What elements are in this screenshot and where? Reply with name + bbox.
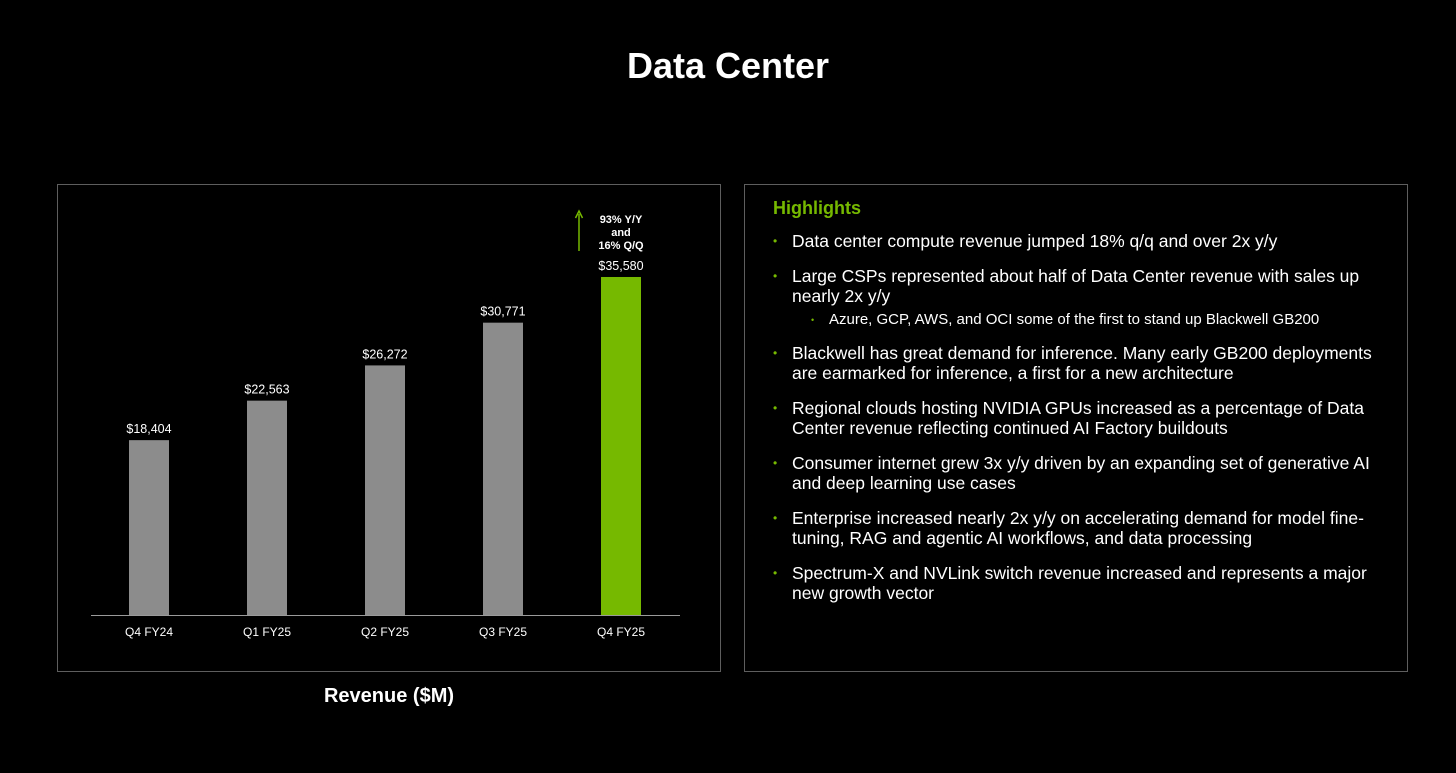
bar-q3-fy25 xyxy=(483,322,523,615)
highlights-title: Highlights xyxy=(773,198,861,218)
x-tick-label: Q1 FY25 xyxy=(243,625,291,639)
growth-annotation-line: and xyxy=(611,227,631,239)
highlights-list: • Data center compute revenue jumped 18% … xyxy=(773,231,1393,618)
up-arrow-head-icon xyxy=(574,209,584,219)
bullet-icon: • xyxy=(773,234,778,248)
bullet-icon: • xyxy=(773,269,778,283)
page-title: Data Center xyxy=(626,45,830,86)
growth-annotation-line: 16% Q/Q xyxy=(598,240,644,252)
revenue-bar-chart: $18,404 Q4 FY24 $22,563 Q1 FY25 $26,272 Q2 FY… xyxy=(91,209,680,639)
highlights-panel: Highlights • Data center compute revenue … xyxy=(744,184,1408,672)
highlight-text: Spectrum-X and NVLink switch revenue inc… xyxy=(792,563,1367,603)
highlight-item: • Data center compute revenue jumped 18% … xyxy=(773,231,1393,251)
bullet-icon: • xyxy=(773,346,778,360)
highlight-text: Consumer internet grew 3x y/y driven by … xyxy=(792,453,1370,493)
bar-value-label: $22,563 xyxy=(244,383,289,397)
bar-value-label: $18,404 xyxy=(126,422,171,436)
highlight-item: • Regional clouds hosting NVIDIA GPUs inc… xyxy=(773,398,1393,438)
x-tick-label: Q4 FY25 xyxy=(597,625,645,639)
bullet-icon: • xyxy=(811,315,815,325)
revenue-chart-panel: $18,404 Q4 FY24 $22,563 Q1 FY25 $26,272 Q2 FY… xyxy=(57,184,721,672)
highlight-subitem-text: Azure, GCP, AWS, and OCI some of the fir… xyxy=(829,311,1320,328)
highlight-subitem: • Azure, GCP, AWS, and OCI some of the fi… xyxy=(773,310,1393,330)
bar-value-label: $30,771 xyxy=(480,305,525,319)
highlight-text: Regional clouds hosting NVIDIA GPUs incr… xyxy=(792,398,1364,438)
bar-q2-fy25 xyxy=(365,365,405,615)
chart-caption: Revenue ($M) xyxy=(323,685,455,707)
highlight-text: Blackwell has great demand for inference… xyxy=(792,343,1372,383)
x-tick-label: Q4 FY24 xyxy=(125,625,173,639)
bullet-icon: • xyxy=(773,456,778,470)
bar-q4-fy25 xyxy=(601,276,641,615)
bullet-icon: • xyxy=(773,566,778,580)
x-tick-label: Q3 FY25 xyxy=(479,625,527,639)
bullet-icon: • xyxy=(773,511,778,525)
bar-q4-fy24 xyxy=(129,440,169,615)
highlight-text: Enterprise increased nearly 2x y/y on ac… xyxy=(792,508,1364,548)
highlight-item: • Enterprise increased nearly 2x y/y on a… xyxy=(773,508,1393,548)
bar-value-label: $35,580 xyxy=(598,259,643,273)
bar-value-label: $26,272 xyxy=(362,347,407,361)
highlight-item: • Large CSPs represented about half of Da… xyxy=(773,266,1393,306)
highlight-item: • Blackwell has great demand for inferenc… xyxy=(773,343,1393,383)
x-tick-label: Q2 FY25 xyxy=(361,625,409,639)
highlight-item: • Consumer internet grew 3x y/y driven by… xyxy=(773,453,1393,493)
highlight-item: • Spectrum-X and NVLink switch revenue in… xyxy=(773,563,1393,603)
bar-q1-fy25 xyxy=(247,400,287,615)
highlight-text: Large CSPs represented about half of Dat… xyxy=(792,266,1360,306)
highlight-text: Data center compute revenue jumped 18% q… xyxy=(792,231,1278,251)
growth-annotation-line: 93% Y/Y xyxy=(600,214,643,226)
bullet-icon: • xyxy=(773,401,778,415)
